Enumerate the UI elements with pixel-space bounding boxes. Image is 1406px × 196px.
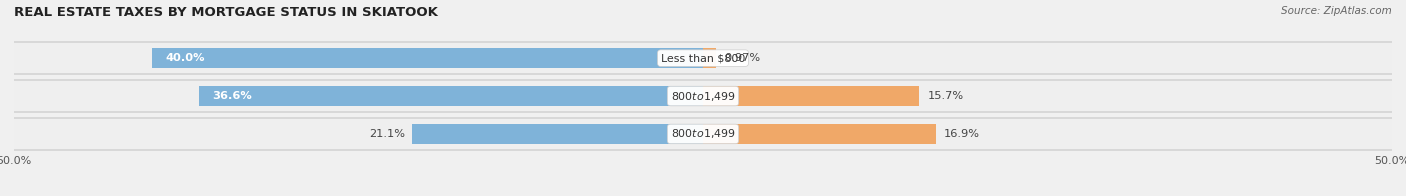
Bar xyxy=(152,48,703,68)
Text: REAL ESTATE TAXES BY MORTGAGE STATUS IN SKIATOOK: REAL ESTATE TAXES BY MORTGAGE STATUS IN … xyxy=(14,6,437,19)
Bar xyxy=(703,124,936,144)
Bar xyxy=(14,43,1392,74)
Text: 36.6%: 36.6% xyxy=(212,91,252,101)
Text: $800 to $1,499: $800 to $1,499 xyxy=(671,127,735,140)
Text: 40.0%: 40.0% xyxy=(166,53,205,63)
Bar xyxy=(14,119,1392,149)
Bar xyxy=(703,48,717,68)
Text: 21.1%: 21.1% xyxy=(370,129,405,139)
Bar xyxy=(14,81,1392,111)
Text: $800 to $1,499: $800 to $1,499 xyxy=(671,90,735,103)
Text: 16.9%: 16.9% xyxy=(945,129,980,139)
Bar xyxy=(14,79,1392,113)
Bar xyxy=(412,124,703,144)
Text: 15.7%: 15.7% xyxy=(928,91,963,101)
Bar xyxy=(14,117,1392,151)
Text: 0.97%: 0.97% xyxy=(724,53,761,63)
Bar xyxy=(703,86,920,106)
Text: Source: ZipAtlas.com: Source: ZipAtlas.com xyxy=(1281,6,1392,16)
Bar xyxy=(198,86,703,106)
Text: Less than $800: Less than $800 xyxy=(661,53,745,63)
Bar xyxy=(14,42,1392,75)
